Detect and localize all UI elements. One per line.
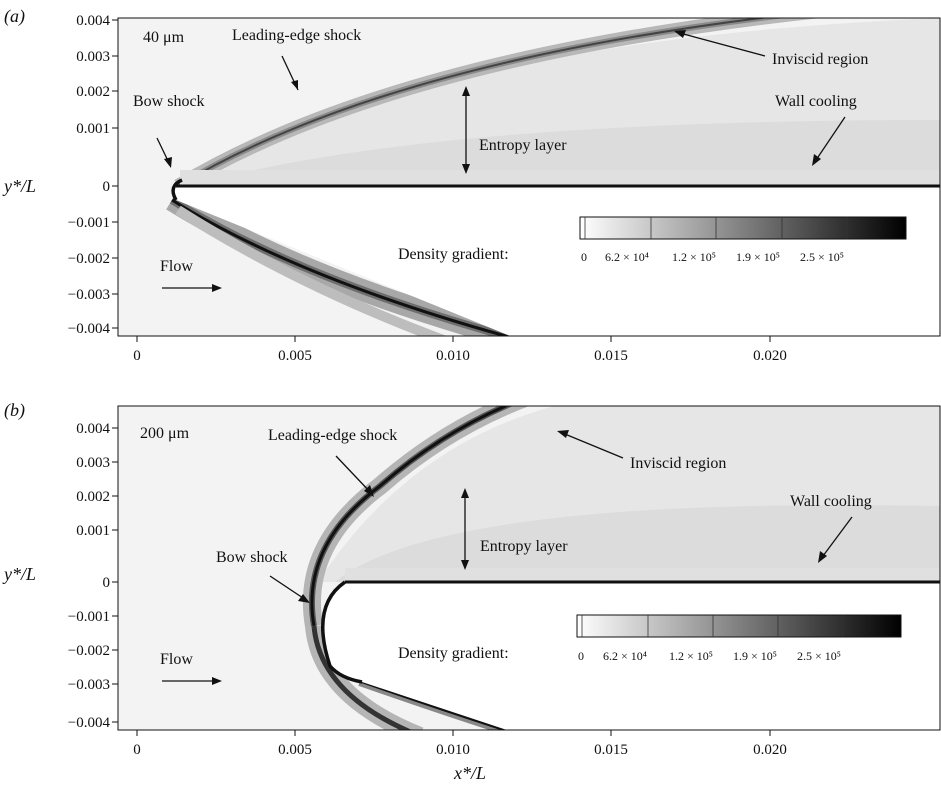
y-tick-label: 0.001 (76, 121, 110, 137)
panel-a-figure: (a) 0 0.005 0.010 0.015 0.020 (2, 6, 941, 364)
colorbar (579, 216, 907, 240)
colorbar-tick-label: 0 (578, 649, 584, 663)
x-tick-label: 0.010 (436, 742, 470, 758)
y-tick-label: 0.002 (76, 84, 110, 100)
arrow-head (557, 430, 569, 438)
arrow-head (164, 157, 172, 168)
arrow (559, 431, 624, 459)
x-tick-label: 0.010 (436, 348, 470, 364)
colorbar-tick-label: 1.9 × 10⁵ (736, 250, 780, 264)
arrow-head (812, 154, 821, 166)
colorbar (576, 614, 902, 638)
arrow (819, 516, 853, 561)
annotation-wall-cooling: Wall cooling (790, 493, 872, 510)
y-tick-label: −0.002 (68, 251, 110, 267)
y-ticks: 0.004 0.003 0.002 0.001 0 −0.001 −0.002 … (68, 13, 118, 337)
y-tick-label: −0.001 (68, 215, 110, 231)
colorbar-tick-label: 6.2 × 10⁴ (605, 250, 649, 264)
arrow (813, 116, 846, 164)
x-tick-label: 0.020 (753, 348, 787, 364)
axes-frame (117, 405, 941, 731)
colorbar-tick-label: 1.2 × 10⁵ (672, 250, 716, 264)
arrow-head (298, 594, 310, 603)
panel-b: (b) 0 0.005 0.010 0.015 0.020 (0, 396, 941, 786)
y-tick-label: −0.004 (68, 715, 111, 731)
y-tick-label: 0.002 (76, 489, 110, 505)
y-tick-label: −0.002 (68, 643, 110, 659)
colorbar-tick-label: 2.5 × 10⁵ (797, 649, 841, 663)
arrow-head (818, 551, 827, 563)
x-tick-label: 0 (133, 742, 141, 758)
panel-label: (b) (4, 400, 25, 421)
arrow (675, 31, 766, 57)
axes-frame (117, 17, 941, 337)
x-axis-title: x*/L (453, 763, 486, 783)
x-ticks: 0 0.005 0.010 0.015 0.020 (133, 336, 787, 364)
arrow-head (461, 488, 469, 570)
arrow-head (212, 284, 222, 292)
colorbar-ticks (584, 217, 848, 239)
x-tick-label: 0 (133, 348, 141, 364)
flow-field (118, 406, 940, 730)
annotation-inviscid-region: Inviscid region (772, 51, 868, 68)
colorbar-tick-label: 2.5 × 10⁵ (800, 250, 844, 264)
arrow-head (212, 677, 222, 685)
colorbar-title: Density gradient: (398, 645, 509, 662)
colorbar-tick-label: 1.9 × 10⁵ (733, 649, 777, 663)
y-tick-label: −0.001 (68, 609, 110, 625)
x-tick-label: 0.005 (278, 742, 312, 758)
colorbar-tick-label: 1.2 × 10⁵ (669, 649, 713, 663)
y-tick-label: 0.004 (76, 13, 110, 29)
colorbar-tick-label: 6.2 × 10⁴ (603, 649, 647, 663)
colorbar-ticks (581, 615, 844, 637)
scale-text: 40 μm (143, 29, 185, 46)
annotation-flow: Flow (160, 651, 193, 668)
arrow-head (291, 80, 298, 90)
annotation-entropy-layer: Entropy layer (480, 538, 568, 555)
colorbar-tick-label: 0 (581, 250, 587, 264)
y-tick-label: 0 (103, 575, 111, 591)
arrow (335, 455, 373, 495)
panel-label: (a) (4, 6, 25, 27)
x-tick-label: 0.005 (278, 348, 312, 364)
x-ticks: 0 0.005 0.010 0.015 0.020 (133, 730, 787, 758)
arrow-head (462, 86, 470, 174)
y-tick-label: −0.003 (68, 677, 110, 693)
x-tick-label: 0.015 (594, 348, 628, 364)
y-tick-label: −0.004 (68, 321, 111, 337)
annotation-bow-shock: Bow shock (133, 93, 205, 110)
x-tick-label: 0.020 (753, 742, 787, 758)
annotation-flow: Flow (160, 258, 193, 275)
arrow-head (674, 30, 686, 38)
annotation-leading-edge-shock: Leading-edge shock (268, 427, 397, 444)
arrow-head (364, 485, 374, 497)
y-tick-label: 0 (103, 179, 111, 195)
y-tick-label: −0.003 (68, 287, 110, 303)
panel-b-figure: (b) 0 0.005 0.010 0.015 0.020 (2, 400, 941, 758)
annotation-wall-cooling: Wall cooling (775, 93, 857, 110)
scale-text: 200 μm (140, 425, 190, 442)
x-axis-title-container: x*/L (0, 757, 941, 787)
y-ticks: 0.004 0.003 0.002 0.001 0 −0.001 −0.002 … (68, 421, 118, 731)
panel-a: (a) 0 0.005 0.010 0.015 0.020 (0, 0, 941, 390)
y-tick-label: 0.004 (76, 421, 110, 437)
annotation-entropy-layer: Entropy layer (479, 137, 567, 154)
y-axis-title: y*/L (2, 564, 36, 584)
annotation-bow-shock: Bow shock (216, 549, 288, 566)
y-axis-title: y*/L (2, 176, 36, 196)
annotation-leading-edge-shock: Leading-edge shock (232, 27, 361, 44)
y-tick-label: 0.003 (76, 455, 110, 471)
y-tick-label: 0.003 (76, 49, 110, 65)
annotation-inviscid-region: Inviscid region (630, 455, 726, 472)
x-tick-label: 0.015 (594, 742, 628, 758)
arrow (269, 575, 307, 601)
colorbar-title: Density gradient: (398, 246, 509, 263)
y-tick-label: 0.001 (76, 523, 110, 539)
